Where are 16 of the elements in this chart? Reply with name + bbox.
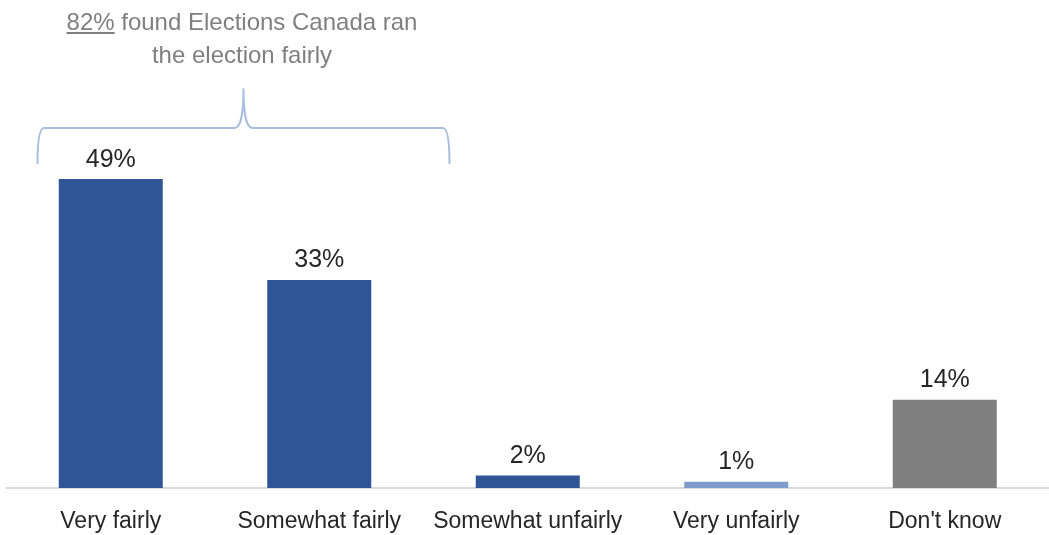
- bar: [892, 399, 997, 488]
- data-label: 49%: [85, 143, 136, 172]
- data-label: 14%: [919, 364, 970, 393]
- x-tick-label: Very unfairly: [672, 506, 801, 533]
- x-tick-label: Somewhat unfairly: [433, 506, 623, 533]
- x-tick-label: Don't know: [888, 506, 1002, 533]
- bar: [475, 475, 580, 488]
- data-label: 2%: [509, 439, 546, 468]
- data-label: 1%: [718, 446, 755, 475]
- bar: [58, 179, 163, 488]
- x-tick-label: Very fairly: [60, 506, 162, 533]
- bar: [684, 481, 789, 488]
- data-label: 33%: [294, 244, 345, 273]
- x-tick-label: Somewhat fairly: [237, 506, 402, 533]
- bar: [267, 279, 372, 488]
- text: 82% found Elections Canada ran the election fairly: [66, 8, 418, 68]
